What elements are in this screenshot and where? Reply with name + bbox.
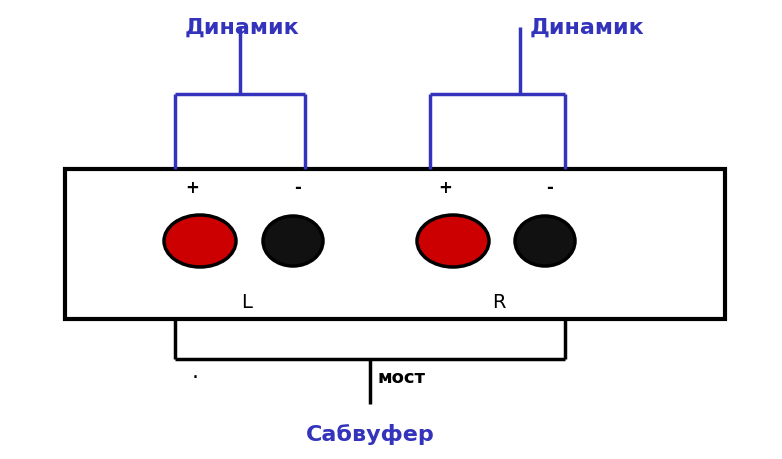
Text: +: + <box>185 179 199 196</box>
Text: Сабвуфер: Сабвуфер <box>306 424 434 444</box>
Bar <box>65 170 725 319</box>
Text: Динамик: Динамик <box>530 18 644 38</box>
Text: мост: мост <box>378 368 426 386</box>
Text: R: R <box>492 292 506 311</box>
Text: -: - <box>295 179 301 196</box>
Ellipse shape <box>515 217 575 266</box>
Ellipse shape <box>164 216 236 268</box>
Ellipse shape <box>417 216 489 268</box>
Text: -: - <box>547 179 554 196</box>
Text: Динамик: Динамик <box>185 18 300 38</box>
Text: .: . <box>192 361 199 381</box>
Text: L: L <box>241 292 252 311</box>
Text: +: + <box>438 179 452 196</box>
Ellipse shape <box>263 217 323 266</box>
